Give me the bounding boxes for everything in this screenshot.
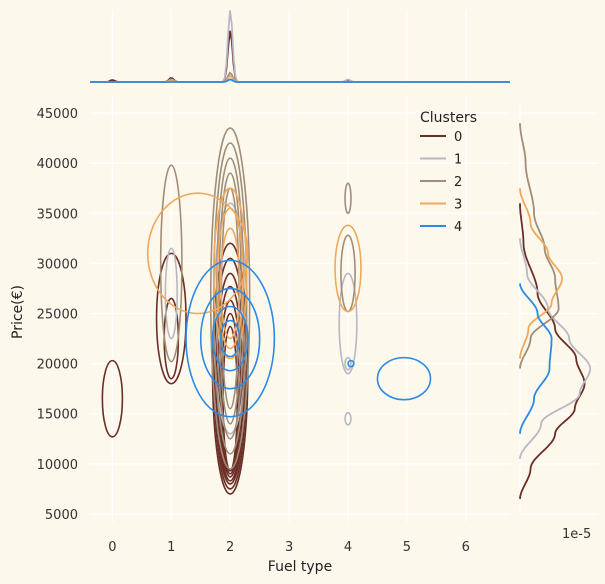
contour-cluster-3 [334, 224, 362, 313]
x-tick-label: 6 [462, 540, 470, 555]
main-contour-panel [90, 97, 510, 522]
contour-cluster-0 [101, 359, 124, 438]
contour-cluster-3 [216, 207, 244, 350]
contour-cluster-0 [213, 257, 247, 490]
x-tick-label: 0 [108, 540, 116, 555]
contour-cluster-4 [185, 259, 276, 418]
contour-cluster-1 [344, 356, 352, 371]
y-tick-label: 30000 [37, 257, 78, 272]
legend: Clusters 0 1 2 3 4 [420, 110, 477, 235]
marginal-y-offset-label: 1e-5 [562, 527, 591, 542]
contour-cluster-2 [209, 127, 251, 470]
x-tick-label: 5 [403, 540, 411, 555]
contour-cluster-4 [211, 305, 249, 372]
contour-cluster-3 [212, 187, 248, 360]
contour-cluster-2 [218, 172, 243, 425]
right-marginal-curve-cluster-3 [519, 188, 563, 359]
legend-title: Clusters [420, 110, 477, 126]
legend-entry-3: 3 [454, 198, 462, 213]
contour-cluster-4 [219, 319, 241, 358]
y-tick-labels: 5000 10000 15000 20000 25000 30000 35000 40000 4… [37, 107, 78, 523]
legend-entry-2: 2 [454, 175, 462, 190]
y-tick-label: 15000 [37, 408, 78, 423]
y-tick-label: 40000 [37, 157, 78, 172]
x-tick-label: 4 [344, 540, 352, 555]
legend-entry-0: 0 [454, 130, 462, 145]
contour-cluster-4 [376, 356, 432, 401]
x-tick-labels: 0 1 2 3 4 5 6 [108, 540, 470, 555]
y-axis-label: Price(€) [10, 285, 26, 339]
y-tick-label: 45000 [37, 107, 78, 122]
y-tick-label: 35000 [37, 207, 78, 222]
contour-cluster-4 [347, 359, 355, 368]
legend-entry-1: 1 [454, 153, 462, 168]
contour-cluster-1 [344, 411, 352, 426]
legend-entry-4: 4 [454, 220, 462, 235]
contour-cluster-2 [159, 164, 183, 363]
x-tick-label: 2 [226, 540, 234, 555]
contour-cluster-3 [146, 192, 249, 315]
top-marginal-panel [90, 10, 510, 83]
contour-cluster-0 [220, 312, 240, 475]
y-tick-label: 20000 [37, 358, 78, 373]
right-marginal-curve-cluster-0 [519, 203, 586, 499]
contour-cluster-1 [164, 247, 178, 340]
x-tick-label: 3 [285, 540, 293, 555]
top-marginal-curve-cluster-4 [90, 78, 510, 83]
contour-cluster-4 [199, 287, 261, 390]
right-marginal-panel [519, 105, 598, 515]
right-marginal-curve-cluster-4 [519, 283, 553, 434]
contour-cluster-2 [344, 182, 352, 215]
x-axis-label: Fuel type [268, 559, 332, 575]
contour-cluster-2 [215, 157, 245, 440]
y-tick-label: 10000 [37, 458, 78, 473]
y-tick-label: 25000 [37, 308, 78, 323]
right-marginal-curve-cluster-1 [519, 238, 592, 459]
y-tick-label: 5000 [45, 508, 78, 523]
contour-cluster-0 [155, 252, 187, 385]
contour-cluster-1 [338, 272, 358, 375]
x-tick-label: 1 [167, 540, 175, 555]
contour-cluster-3 [219, 227, 241, 340]
